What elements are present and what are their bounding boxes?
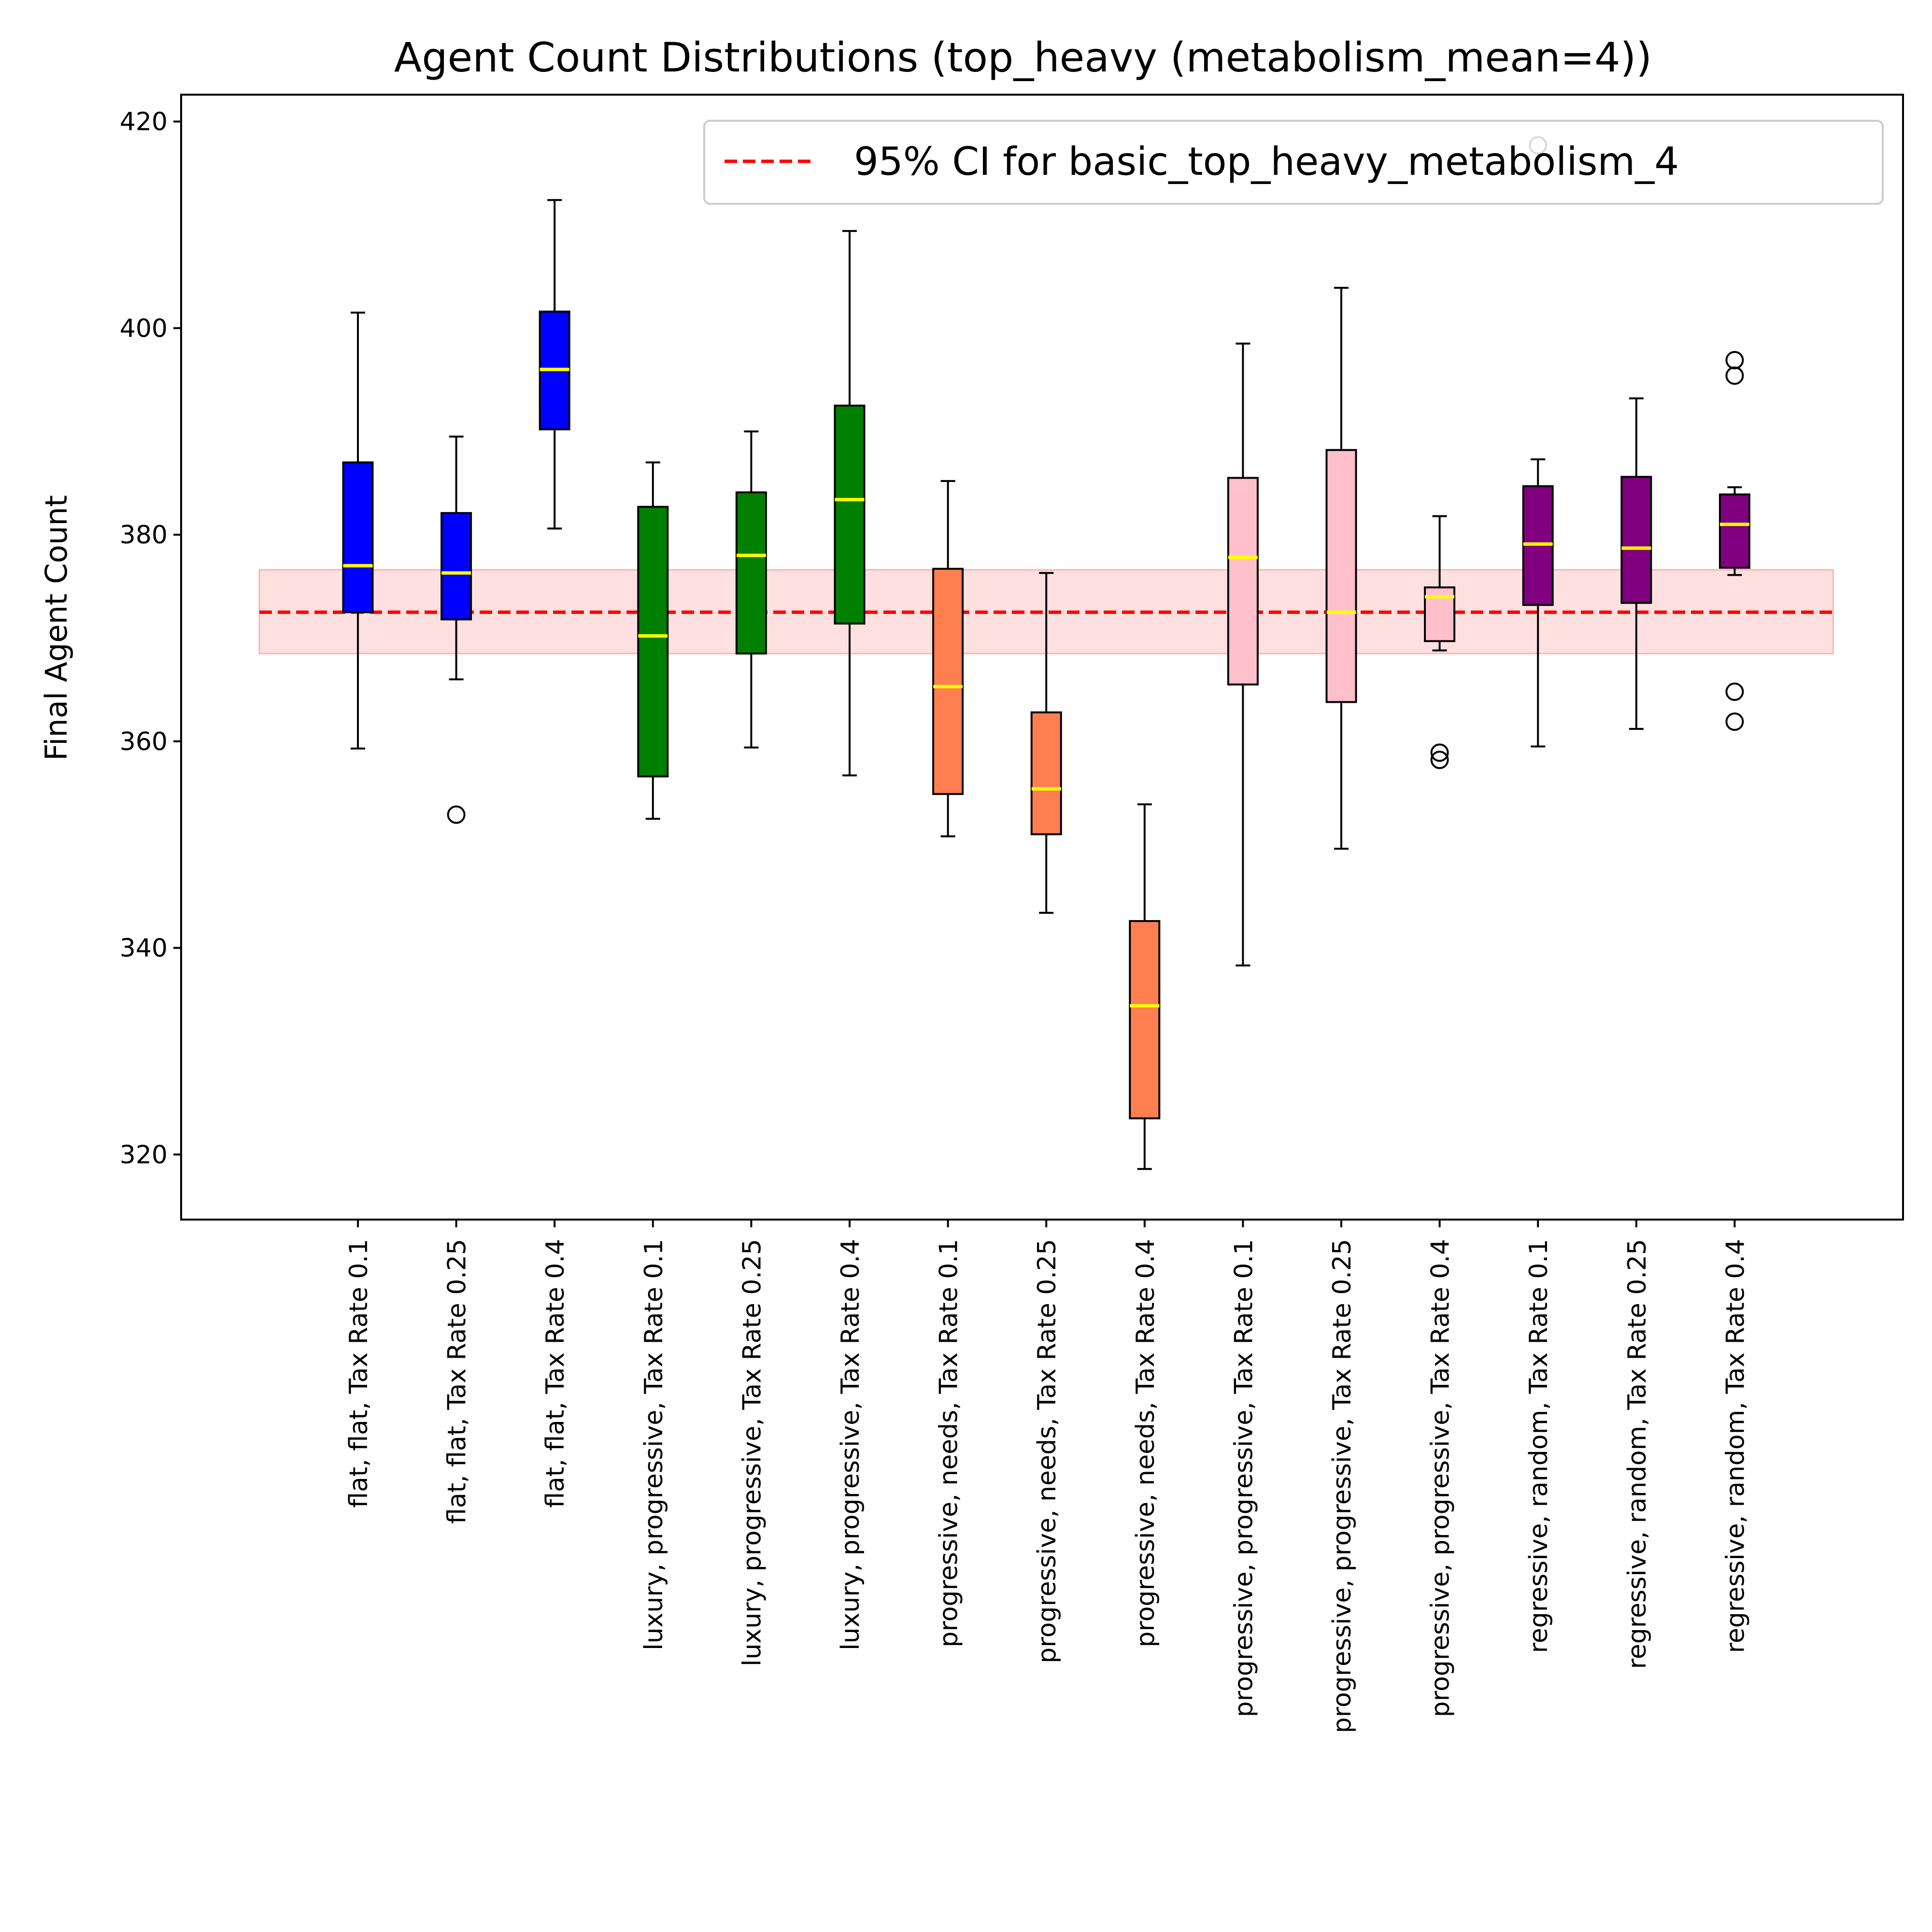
x-tick-label: regressive, random, Tax Rate 0.25 — [1623, 1239, 1652, 1669]
x-tick-label: flat, flat, Tax Rate 0.1 — [344, 1239, 373, 1508]
x-tick-label: progressive, needs, Tax Rate 0.25 — [1033, 1239, 1062, 1663]
y-axis-label: Final Agent Count — [39, 495, 74, 761]
box-outlier — [1430, 751, 1449, 769]
x-tick-label: regressive, random, Tax Rate 0.1 — [1524, 1239, 1553, 1653]
box-body — [440, 512, 472, 621]
box-body — [932, 568, 964, 795]
box-body — [834, 404, 866, 625]
box-9 — [1129, 803, 1161, 1170]
x-tick-label: progressive, progressive, Tax Rate 0.1 — [1229, 1239, 1258, 1717]
x-tick-label: flat, flat, Tax Rate 0.25 — [443, 1239, 472, 1524]
box-12 — [1424, 515, 1456, 769]
box-body — [735, 491, 767, 655]
box-11 — [1325, 286, 1357, 850]
box-10 — [1227, 342, 1259, 966]
box-body — [1129, 920, 1161, 1120]
box-outlier — [1725, 351, 1744, 369]
legend-entry-label: 95% CI for basic_top_heavy_metabolism_4 — [854, 139, 1679, 184]
box-15 — [1719, 351, 1750, 731]
box-body — [1620, 476, 1652, 604]
box-5 — [735, 430, 767, 749]
box-body — [637, 506, 669, 778]
y-tick-label: 360 — [120, 727, 168, 756]
y-tick-label: 420 — [120, 108, 168, 137]
box-outlier — [1725, 682, 1744, 701]
box-outlier — [1430, 743, 1449, 762]
y-tick-label: 400 — [120, 314, 168, 343]
plot-frame — [180, 94, 1904, 1221]
x-tick-label: progressive, progressive, Tax Rate 0.4 — [1426, 1239, 1455, 1717]
x-tick-label: progressive, progressive, Tax Rate 0.25 — [1328, 1239, 1357, 1733]
box-8 — [1030, 572, 1062, 914]
box-outlier — [447, 805, 466, 824]
legend-frame — [703, 120, 1884, 205]
box-6 — [834, 230, 866, 777]
box-body — [342, 461, 374, 613]
box-1 — [342, 312, 374, 750]
x-tick-label: regressive, random, Tax Rate 0.4 — [1721, 1239, 1750, 1653]
box-7 — [932, 480, 964, 838]
box-2 — [440, 435, 472, 824]
x-tick-label: progressive, needs, Tax Rate 0.4 — [1131, 1239, 1160, 1648]
box-3 — [539, 199, 570, 530]
box-4 — [637, 461, 669, 820]
x-tick-label: luxury, progressive, Tax Rate 0.25 — [738, 1239, 767, 1666]
chart-title: Agent Count Distributions (top_heavy (me… — [394, 34, 1652, 81]
box-13 — [1522, 136, 1554, 748]
y-tick-label: 340 — [120, 934, 168, 963]
boxes-layer — [342, 136, 1750, 1170]
x-tick-label: progressive, needs, Tax Rate 0.1 — [935, 1239, 964, 1648]
box-outlier — [1725, 712, 1744, 731]
box-outlier — [1725, 366, 1744, 385]
y-tick-label: 380 — [120, 521, 168, 550]
x-tick-label: flat, flat, Tax Rate 0.4 — [541, 1239, 570, 1508]
x-tick-label: luxury, progressive, Tax Rate 0.1 — [639, 1239, 668, 1650]
x-tick-label: luxury, progressive, Tax Rate 0.4 — [836, 1239, 865, 1650]
box-body — [1719, 493, 1750, 569]
axes-layer: 320 340 360 380 400 420 flat, flat, Tax Rate 0… — [120, 94, 1904, 1733]
box-body — [1325, 449, 1357, 703]
box-14 — [1620, 397, 1652, 730]
box-body — [1030, 711, 1062, 836]
box-body — [1227, 477, 1259, 686]
legend: 95% CI for basic_top_heavy_metabolism_4 — [703, 120, 1884, 205]
y-tick-label: 320 — [120, 1140, 168, 1169]
